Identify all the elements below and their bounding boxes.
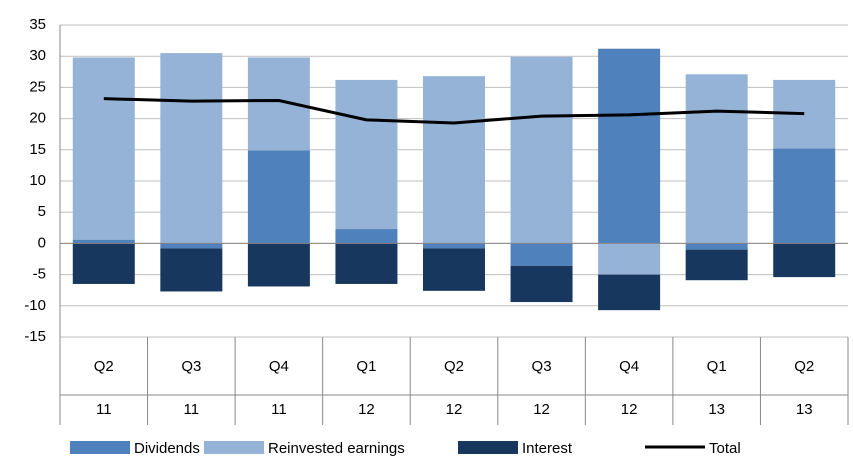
y-tick-label: 25 [29, 78, 46, 95]
bar [510, 243, 573, 266]
bar [160, 53, 223, 244]
bar [423, 76, 485, 244]
bar [685, 74, 748, 244]
x-tick-label: Q4 [269, 358, 289, 375]
x-tick-label: Q4 [619, 358, 639, 375]
x-tick-label: Q1 [707, 358, 727, 375]
x-tick-label: Q3 [181, 358, 201, 375]
y-tick-label: 5 [38, 203, 46, 220]
bar [72, 239, 135, 244]
x-tick-label: Q2 [794, 358, 814, 375]
bar [247, 243, 310, 287]
y-tick-label: 35 [29, 16, 46, 33]
bar [247, 150, 310, 244]
x-group-label: 11 [271, 401, 287, 418]
legend-swatch [204, 441, 264, 454]
legend-swatch [70, 441, 130, 454]
bar [598, 48, 661, 244]
bar [685, 249, 748, 281]
legend-label: Reinvested earnings [268, 440, 405, 457]
y-tick-label: -15 [24, 328, 46, 345]
y-tick-label: 15 [29, 141, 46, 158]
bar [423, 243, 485, 249]
bar [598, 274, 661, 311]
bar [160, 243, 223, 249]
legend-label: Dividends [134, 440, 200, 457]
bar [510, 56, 573, 244]
x-group-label: 12 [533, 401, 550, 418]
bar [773, 148, 836, 244]
x-tick-label: Q3 [532, 358, 552, 375]
x-group-label: 12 [446, 401, 463, 418]
y-tick-label: 30 [29, 47, 46, 64]
bar [160, 248, 223, 292]
x-group-label: 12 [358, 401, 375, 418]
bar [72, 57, 135, 240]
legend-label: Total [709, 440, 741, 457]
total-line [103, 97, 805, 125]
bar [685, 243, 748, 250]
y-tick-label: 0 [38, 234, 46, 251]
legend-swatch [458, 441, 518, 454]
x-tick-label: Q1 [356, 358, 376, 375]
legend-label: Interest [522, 440, 573, 457]
x-group-label: 11 [184, 401, 200, 418]
bar [335, 229, 398, 244]
x-group-label: 12 [621, 401, 638, 418]
y-tick-label: -5 [33, 266, 46, 283]
bar [423, 248, 485, 291]
x-tick-label: Q2 [444, 358, 464, 375]
bar [335, 243, 398, 284]
bar [335, 79, 398, 230]
bar [773, 243, 836, 278]
y-tick-label: 20 [29, 110, 46, 127]
x-group-label: 13 [708, 401, 725, 418]
bar [72, 243, 135, 284]
x-group-label: 11 [96, 401, 112, 418]
x-tick-label: Q2 [94, 358, 114, 375]
bar [510, 265, 573, 303]
y-tick-label: -10 [24, 297, 46, 314]
x-group-label: 13 [796, 401, 813, 418]
y-tick-label: 10 [29, 172, 46, 189]
bar [598, 243, 661, 275]
